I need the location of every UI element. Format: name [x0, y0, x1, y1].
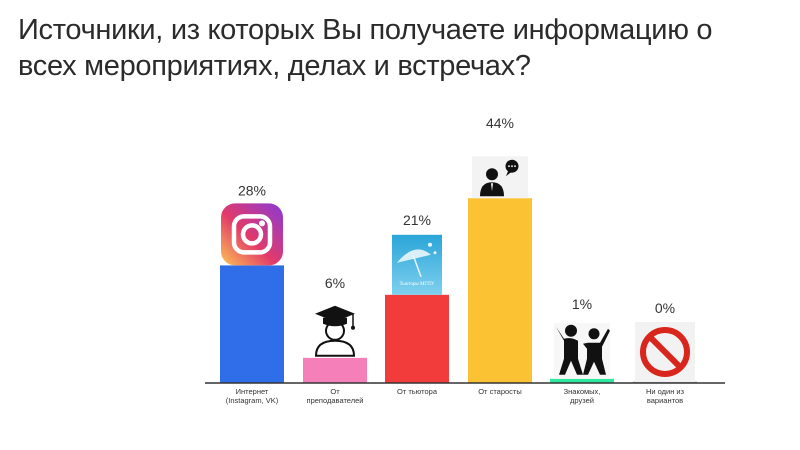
- value-label-0: 28%: [238, 182, 266, 198]
- value-label-1: 6%: [325, 275, 345, 291]
- bar-1: [303, 357, 367, 383]
- category-label-5-1: вариантов: [647, 396, 683, 405]
- category-label-0-0: Интернет: [236, 387, 269, 396]
- bar-0: [220, 265, 284, 383]
- instagram-icon: [221, 203, 283, 266]
- value-label-3: 44%: [486, 115, 514, 131]
- category-label-4-1: друзей: [570, 396, 594, 405]
- tutor-logo-text: Тьюторы МГПУ: [400, 282, 435, 287]
- chart-title: Источники, из которых Вы получаете инфор…: [18, 12, 788, 84]
- bar-2: [385, 294, 449, 383]
- chart-title-line-1: Источники, из которых Вы получаете инфор…: [18, 14, 713, 46]
- speaker-icon: [472, 156, 528, 199]
- bars-group: [220, 198, 697, 383]
- bar-4: [550, 378, 614, 383]
- value-label-4: 1%: [572, 296, 592, 312]
- category-label-4-0: Знакомых,: [564, 387, 601, 396]
- category-label-3-0: От старосты: [478, 387, 522, 396]
- tutor-logo-icon: Тьюторы МГПУ: [392, 234, 442, 295]
- chart-title-line-2: всех мероприятиях, делах и встречах?: [18, 50, 531, 82]
- icons-group: Тьюторы МГПУ: [221, 156, 695, 382]
- category-label-2-0: От тьютора: [397, 387, 438, 396]
- category-label-5-0: Ни один из: [646, 387, 685, 396]
- friends-icon: [554, 322, 610, 379]
- category-label-1-0: От: [330, 387, 340, 396]
- value-label-5: 0%: [655, 300, 675, 316]
- value-label-2: 21%: [403, 212, 431, 228]
- category-label-1-1: преподавателей: [307, 396, 364, 405]
- prohibited-icon: [635, 322, 695, 382]
- graduate-icon: [308, 299, 362, 358]
- category-label-0-1: (Instagram, VK): [226, 396, 279, 405]
- bar-3: [468, 198, 532, 383]
- labels-group: 28% Интернет(Instagram, VK) 6% Отпреподават…: [226, 115, 685, 405]
